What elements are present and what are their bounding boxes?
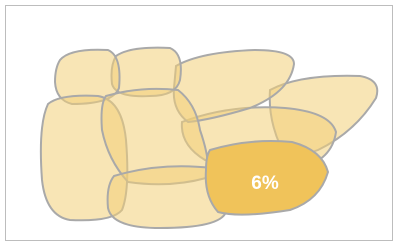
region-label: 6% [251,173,279,194]
brain-map: 6% [0,0,398,246]
